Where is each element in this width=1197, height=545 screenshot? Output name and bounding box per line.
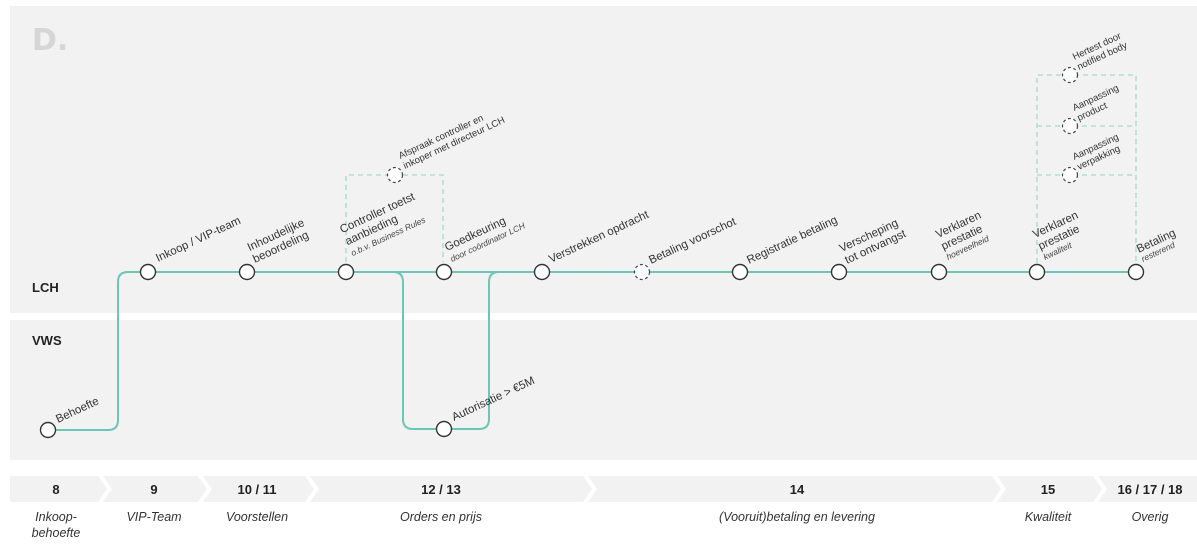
node-goedkeuring bbox=[435, 263, 453, 281]
node-afspraak bbox=[386, 166, 404, 184]
phase-name: Kwaliteit bbox=[1025, 510, 1072, 524]
phase-number: 15 bbox=[1041, 482, 1055, 497]
phase-chevron-10-11 bbox=[203, 476, 314, 502]
node-behoefte bbox=[39, 421, 57, 439]
branch-kwaliteit-outer bbox=[1036, 74, 1137, 263]
flow-line-main bbox=[48, 271, 1136, 431]
phase-name: Overig bbox=[1132, 510, 1169, 524]
phase-name: Orders en prijs bbox=[400, 510, 482, 524]
node-verstrekken-opdracht bbox=[533, 263, 551, 281]
node-hertest bbox=[1061, 66, 1079, 84]
node-autorisatie bbox=[435, 420, 453, 438]
phase-name: VIP-Team bbox=[126, 510, 181, 524]
phase-name: Voorstellen bbox=[226, 510, 288, 524]
lane-label-lch: LCH bbox=[32, 280, 59, 295]
node-verklaren-kwaliteit bbox=[1028, 263, 1046, 281]
node-betaling-resterend bbox=[1127, 263, 1145, 281]
phase-number: 14 bbox=[790, 482, 805, 497]
node-betaling-voorschot bbox=[633, 263, 651, 281]
node-controller-toetst bbox=[337, 263, 355, 281]
lch-lane bbox=[10, 6, 1197, 313]
phase-band bbox=[10, 476, 1197, 502]
node-verscheping bbox=[830, 263, 848, 281]
phase-name: Inkoop- bbox=[35, 510, 77, 524]
lane-label-vws: VWS bbox=[32, 333, 62, 348]
phase-chevron-15 bbox=[997, 476, 1102, 502]
node-inhoudelijke-beoordeling bbox=[238, 263, 256, 281]
node-inkoop bbox=[139, 263, 157, 281]
flow-line-autorisatie bbox=[346, 271, 500, 430]
vws-lane bbox=[10, 320, 1197, 460]
logo: D. bbox=[32, 23, 68, 58]
phase-chevron-12-13 bbox=[310, 476, 592, 502]
phase-name: behoefte bbox=[32, 526, 81, 540]
phase-number: 8 bbox=[52, 482, 59, 497]
phase-number: 10 / 11 bbox=[237, 482, 276, 497]
node-verklaren-hoeveelheid bbox=[930, 263, 948, 281]
phase-chevron-8 bbox=[10, 476, 107, 502]
node-aanpassing-verpakking bbox=[1061, 166, 1079, 184]
phase-chevron-14 bbox=[588, 476, 1001, 502]
phase-name: (Vooruit)betaling en levering bbox=[719, 510, 875, 524]
phase-chevron-9 bbox=[103, 476, 207, 502]
phase-number: 9 bbox=[150, 482, 157, 497]
node-aanpassing-product bbox=[1061, 117, 1079, 135]
phase-chevron-16-17-18 bbox=[1098, 476, 1197, 502]
node-registratie-betaling bbox=[731, 263, 749, 281]
phase-number: 12 / 13 bbox=[421, 482, 461, 497]
phase-number: 16 / 17 / 18 bbox=[1117, 482, 1182, 497]
